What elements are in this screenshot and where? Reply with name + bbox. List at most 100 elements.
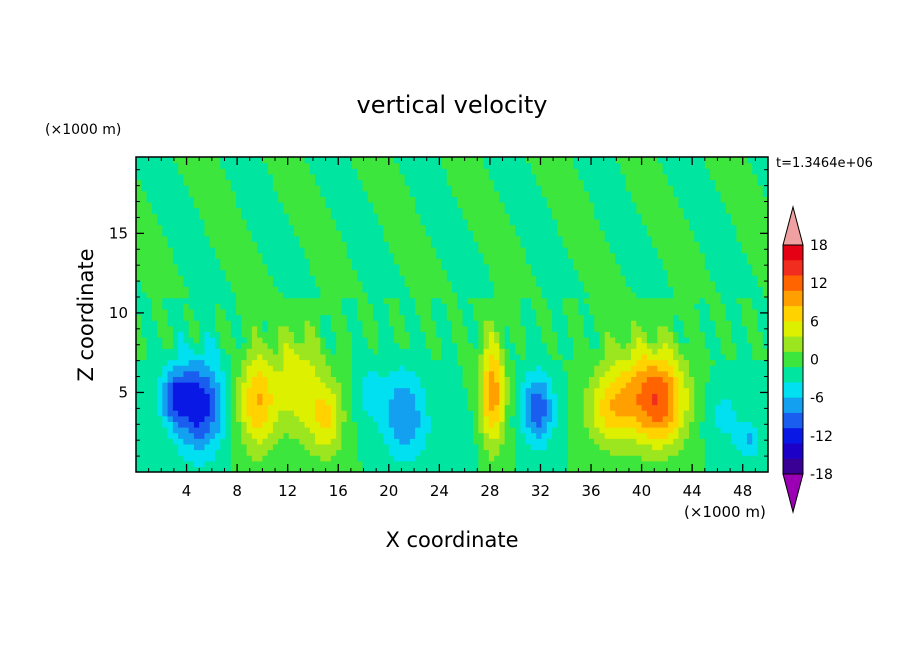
field-cell — [499, 241, 506, 248]
field-cell — [141, 325, 148, 332]
field-cell — [467, 449, 474, 456]
field-cell — [188, 359, 195, 366]
field-cell — [136, 314, 142, 321]
field-cell — [452, 308, 458, 316]
field-cell — [657, 393, 664, 400]
field-cell — [246, 376, 253, 383]
field-cell — [399, 387, 406, 394]
field-cell — [236, 466, 242, 472]
field-cell — [715, 269, 722, 276]
field-cell — [378, 427, 385, 434]
field-cell — [309, 337, 316, 344]
field-cell — [483, 297, 490, 304]
field-cell — [715, 292, 722, 299]
field-cell — [557, 359, 564, 366]
field-cell — [689, 297, 695, 304]
field-cell — [209, 297, 216, 304]
field-cell — [183, 398, 190, 406]
field-cell — [494, 258, 500, 265]
field-cell — [594, 370, 601, 377]
field-cell — [446, 353, 453, 361]
field-cell — [541, 308, 548, 316]
field-cell — [757, 438, 764, 445]
field-cell — [546, 241, 553, 248]
field-cell — [546, 325, 553, 332]
field-cell — [657, 370, 664, 377]
field-cell — [499, 337, 506, 344]
field-cell — [757, 449, 764, 456]
field-cell — [536, 263, 543, 271]
field-cell — [294, 404, 300, 411]
field-cell — [704, 365, 711, 372]
field-cell — [752, 438, 759, 445]
field-cell — [488, 438, 495, 445]
field-cell — [188, 314, 195, 321]
field-cell — [172, 393, 179, 400]
field-cell — [504, 342, 511, 349]
field-cell — [230, 297, 237, 304]
field-cell — [641, 263, 648, 271]
field-cell — [193, 455, 200, 462]
field-cell — [330, 292, 337, 299]
field-cell — [704, 460, 711, 467]
field-cell — [236, 387, 242, 394]
field-cell — [515, 455, 522, 462]
field-cell — [362, 247, 369, 254]
field-cell — [741, 387, 748, 394]
field-cell — [404, 382, 411, 389]
field-cell — [367, 443, 374, 451]
field-cell — [362, 252, 369, 259]
field-cell — [251, 275, 258, 282]
field-cell — [430, 460, 437, 467]
field-cell — [546, 297, 553, 304]
field-cell — [594, 382, 601, 389]
field-cell — [346, 241, 353, 248]
field-cell — [546, 415, 553, 422]
field-cell — [567, 252, 574, 259]
field-cell — [467, 303, 474, 310]
field-cell — [762, 292, 768, 299]
field-cell — [325, 348, 332, 355]
field-cell — [315, 415, 321, 422]
field-cell — [267, 280, 274, 287]
field-cell — [325, 269, 332, 276]
field-cell — [420, 297, 427, 304]
field-cell — [373, 438, 379, 445]
field-cell — [515, 337, 522, 344]
field-cell — [183, 241, 190, 248]
field-cell — [209, 342, 216, 349]
field-cell — [541, 275, 548, 282]
field-cell — [330, 432, 337, 439]
field-cell — [467, 286, 474, 293]
field-cell — [736, 382, 743, 389]
field-cell — [272, 455, 279, 462]
field-cell — [204, 410, 211, 417]
field-cell — [404, 449, 411, 456]
field-cell — [320, 365, 327, 372]
field-cell — [425, 427, 432, 434]
field-cell — [594, 438, 601, 445]
field-cell — [467, 247, 474, 254]
field-cell — [278, 398, 285, 406]
field-cell — [230, 415, 237, 422]
field-cell — [752, 376, 759, 383]
field-cell — [520, 342, 527, 349]
field-cell — [573, 286, 579, 293]
field-cell — [710, 286, 716, 293]
field-cell — [741, 308, 748, 316]
field-cell — [667, 247, 674, 254]
field-cell — [746, 286, 753, 293]
field-cell — [631, 393, 637, 400]
field-cell — [615, 275, 622, 282]
field-cell — [430, 247, 437, 254]
field-cell — [557, 387, 564, 394]
field-cell — [467, 359, 474, 366]
field-cell — [546, 460, 553, 467]
field-cell — [657, 432, 664, 439]
field-cell — [699, 382, 706, 389]
field-cell — [694, 286, 701, 293]
field-cell — [283, 348, 290, 355]
field-cell — [183, 443, 190, 451]
field-cell — [278, 376, 285, 383]
field-cell — [394, 247, 400, 254]
